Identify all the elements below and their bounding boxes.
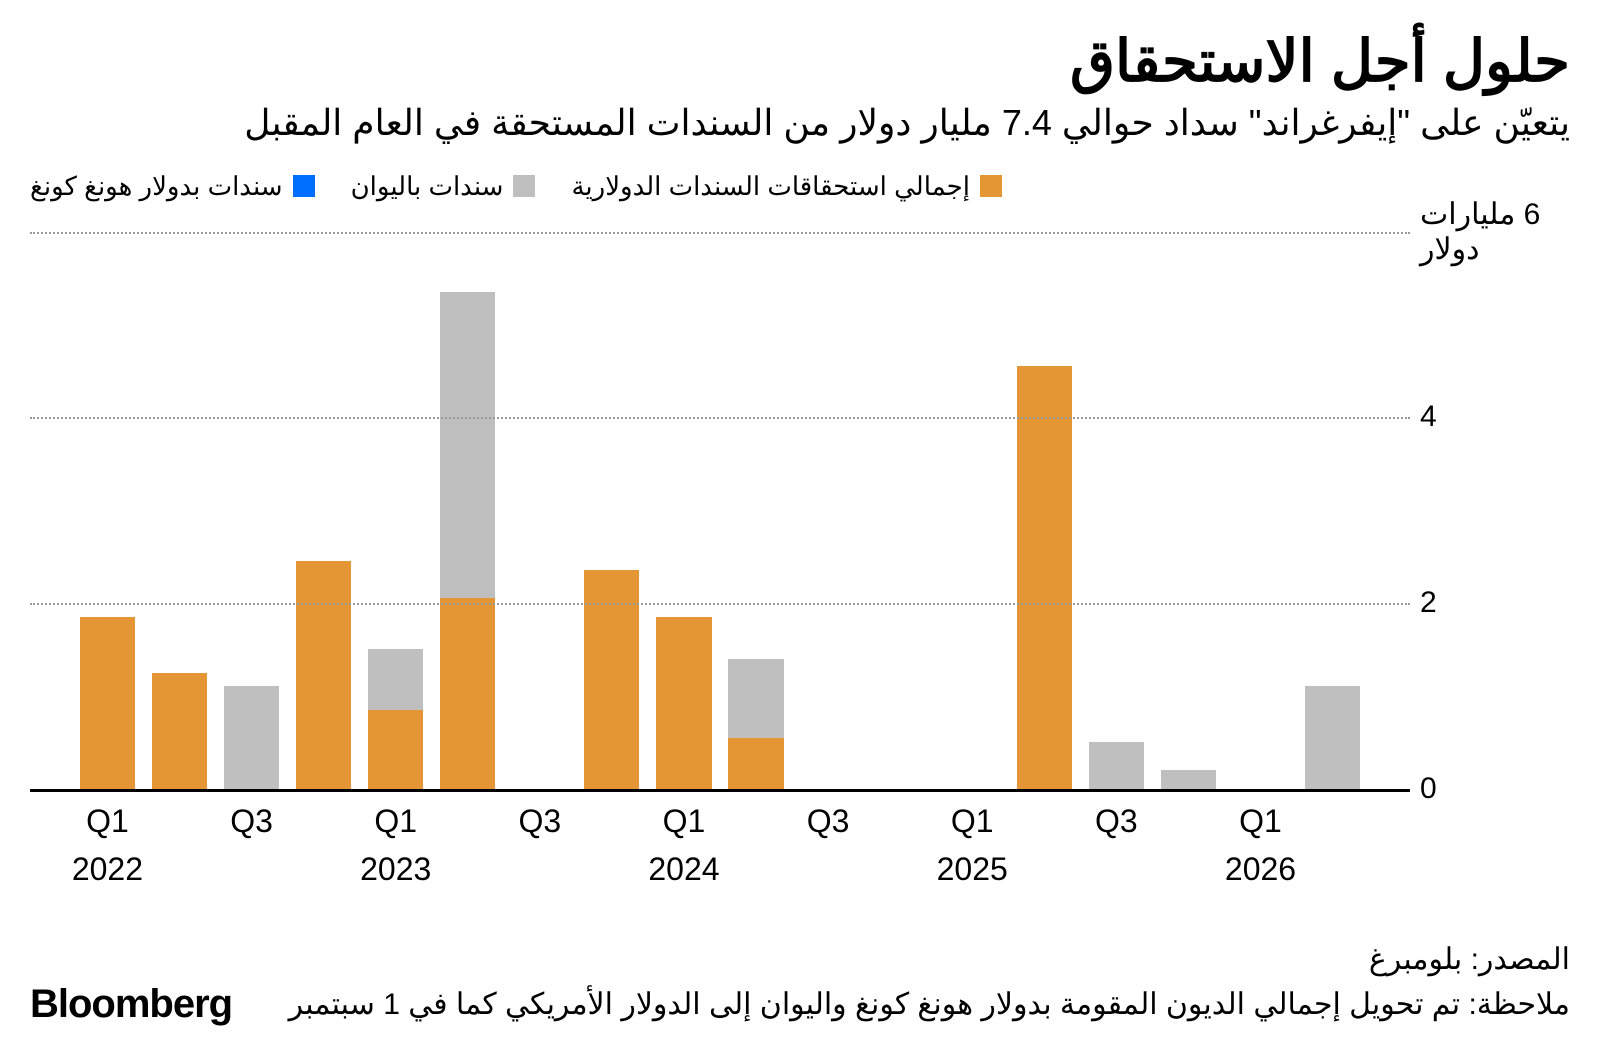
chart-area: 6 مليارات دولار420 xyxy=(30,222,1570,792)
x-tick: Q1 2026 xyxy=(1225,804,1296,888)
gridline xyxy=(30,232,1410,234)
x-tick: Q3 xyxy=(1095,804,1138,839)
x-tick-quarter: Q1 xyxy=(1225,804,1296,839)
bar-group xyxy=(1161,232,1216,789)
x-tick: Q3 xyxy=(518,804,561,839)
bar-group xyxy=(152,232,207,789)
bar-group xyxy=(296,232,351,789)
gridline xyxy=(30,603,1410,605)
x-tick-quarter: Q1 xyxy=(648,804,719,839)
legend-swatch xyxy=(980,175,1002,197)
chart-title: حلول أجل الاستحقاق xyxy=(30,30,1570,94)
footer-text: المصدر: بلومبرغ ملاحظة: تم تحويل إجمالي … xyxy=(289,937,1570,1027)
legend-swatch xyxy=(513,175,535,197)
x-tick: Q1 2024 xyxy=(648,804,719,888)
bar-group xyxy=(728,232,783,789)
x-tick-quarter: Q3 xyxy=(1095,804,1138,839)
bar-segment-yuan xyxy=(1089,742,1144,788)
legend-item: إجمالي استحقاقات السندات الدولارية xyxy=(571,171,1002,202)
x-tick: Q3 xyxy=(807,804,850,839)
x-tick-quarter: Q3 xyxy=(518,804,561,839)
x-tick: Q1 2022 xyxy=(72,804,143,888)
x-tick: Q1 2023 xyxy=(360,804,431,888)
x-tick-year: 2023 xyxy=(360,851,431,888)
x-tick: Q3 xyxy=(230,804,273,839)
legend-label: إجمالي استحقاقات السندات الدولارية xyxy=(571,171,970,202)
chart-legend: سندات بدولار هونغ كونغ سندات باليوان إجمال… xyxy=(30,171,1570,202)
chart-plot: 6 مليارات دولار420 xyxy=(30,232,1410,792)
y-axis-label: 2 xyxy=(1420,586,1570,620)
legend-label: سندات باليوان xyxy=(351,171,504,202)
bar-segment-yuan xyxy=(1305,686,1360,788)
bar-segment-dollar xyxy=(80,617,135,789)
bar-group xyxy=(440,232,495,789)
bar-segment-yuan xyxy=(368,649,423,709)
chart-footer: Bloomberg المصدر: بلومبرغ ملاحظة: تم تحو… xyxy=(30,937,1570,1027)
bar-group xyxy=(1017,232,1072,789)
bar-segment-dollar xyxy=(656,617,711,789)
bar-segment-dollar xyxy=(368,710,423,789)
bar-segment-yuan xyxy=(728,659,783,738)
x-tick-quarter: Q3 xyxy=(230,804,273,839)
bar-segment-dollar xyxy=(1017,366,1072,788)
bar-group xyxy=(584,232,639,789)
x-tick-year: 2022 xyxy=(72,851,143,888)
x-tick-year: 2026 xyxy=(1225,851,1296,888)
legend-label: سندات بدولار هونغ كونغ xyxy=(30,171,283,202)
y-axis-label: 0 xyxy=(1420,772,1570,806)
x-tick-quarter: Q1 xyxy=(937,804,1008,839)
footer-note: ملاحظة: تم تحويل إجمالي الديون المقومة ب… xyxy=(289,982,1570,1027)
bar-segment-yuan xyxy=(224,686,279,788)
legend-item: سندات بدولار هونغ كونغ xyxy=(30,171,315,202)
bar-group xyxy=(368,232,423,789)
bar-segment-dollar xyxy=(296,561,351,788)
chart-container: حلول أجل الاستحقاق يتعيّن على "إيفرغراند… xyxy=(30,30,1570,1027)
bar-segment-yuan xyxy=(1161,770,1216,789)
bar-group xyxy=(656,232,711,789)
gridline xyxy=(30,417,1410,419)
bar-group xyxy=(1305,232,1360,789)
legend-swatch xyxy=(293,175,315,197)
chart-x-axis: Q1 2022 Q3 Q1 2023 Q3 Q1 2024 Q3 Q1 2025 Q3 Q1 2026 xyxy=(30,792,1410,902)
chart-bars xyxy=(30,232,1410,789)
x-tick-year: 2025 xyxy=(937,851,1008,888)
x-tick-year: 2024 xyxy=(648,851,719,888)
legend-item: سندات باليوان xyxy=(351,171,536,202)
footer-source: المصدر: بلومبرغ xyxy=(289,937,1570,982)
bloomberg-logo: Bloomberg xyxy=(30,982,232,1027)
bar-group xyxy=(1089,232,1144,789)
bar-segment-dollar xyxy=(728,738,783,789)
y-axis-label: 6 مليارات دولار xyxy=(1420,197,1570,267)
bar-segment-yuan xyxy=(440,292,495,598)
x-tick-quarter: Q1 xyxy=(72,804,143,839)
x-tick-quarter: Q1 xyxy=(360,804,431,839)
x-tick-quarter: Q3 xyxy=(807,804,850,839)
y-axis-label: 4 xyxy=(1420,400,1570,434)
bar-group xyxy=(224,232,279,789)
bar-segment-dollar xyxy=(440,598,495,788)
x-tick: Q1 2025 xyxy=(937,804,1008,888)
bar-segment-dollar xyxy=(152,673,207,789)
bar-group xyxy=(80,232,135,789)
chart-subtitle: يتعيّن على "إيفرغراند" سداد حوالي 7.4 مل… xyxy=(30,100,1570,147)
